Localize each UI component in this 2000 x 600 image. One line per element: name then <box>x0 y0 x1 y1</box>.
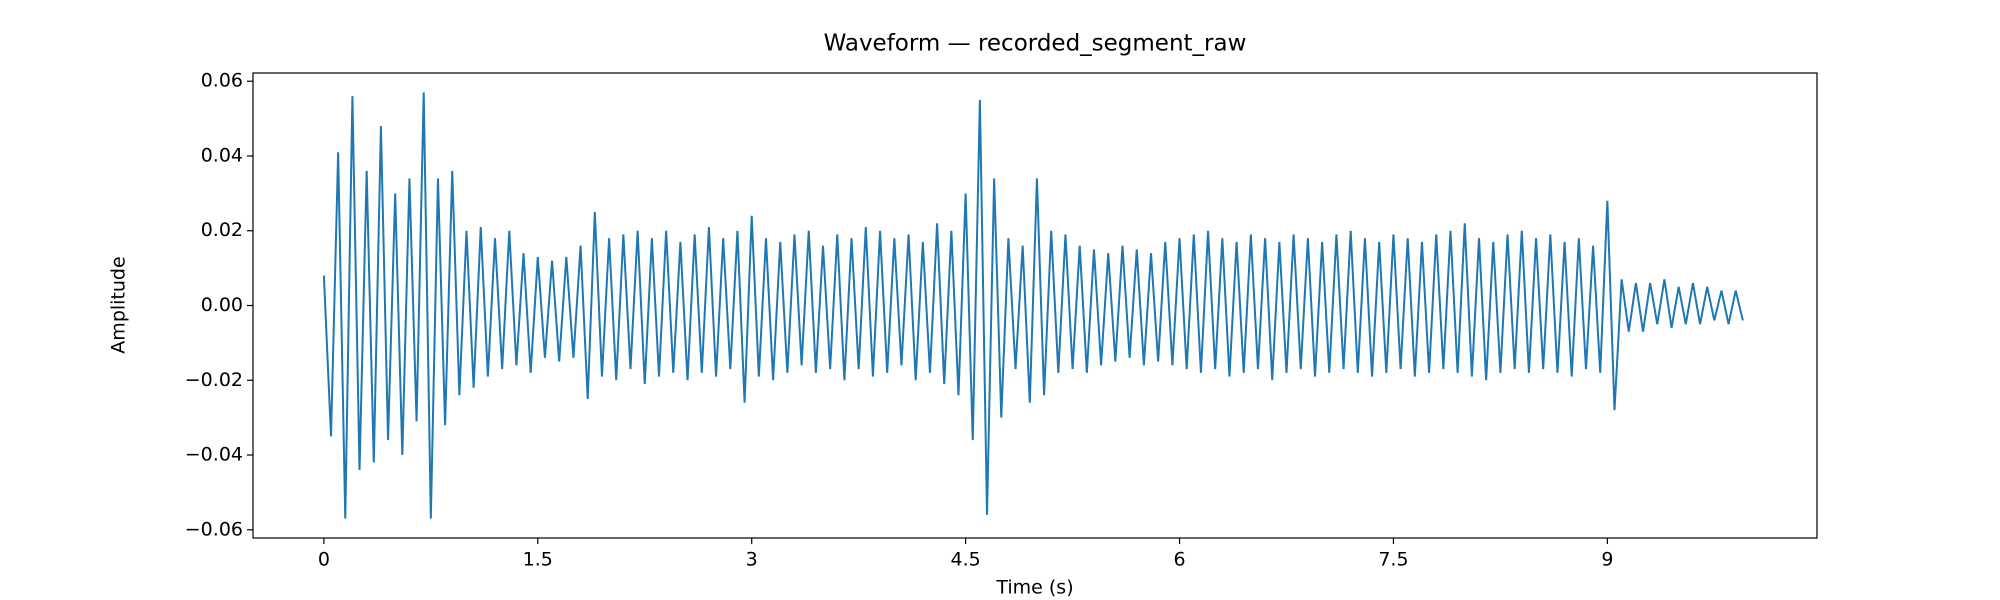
x-tick-label: 1.5 <box>523 549 553 571</box>
y-tick-label: 0.06 <box>201 70 243 92</box>
plot-frame <box>252 72 1818 539</box>
x-tick-label: 0 <box>318 549 330 571</box>
x-tick-label: 3 <box>746 549 758 571</box>
x-axis-label: Time (s) <box>995 577 1073 599</box>
y-tick-label: −0.06 <box>185 518 243 540</box>
y-tick-label: 0.04 <box>201 144 243 166</box>
x-tick-label: 7.5 <box>1378 549 1408 571</box>
x-tick-label: 6 <box>1173 549 1185 571</box>
y-tick-label: 0.02 <box>201 219 243 241</box>
y-tick-label: −0.04 <box>185 444 243 466</box>
x-tick-label: 9 <box>1601 549 1613 571</box>
y-tick-label: −0.02 <box>185 369 243 391</box>
chart-title: Waveform — recorded_segment_raw <box>824 31 1247 57</box>
waveform-line <box>322 92 1744 519</box>
x-tick-label: 4.5 <box>951 549 981 571</box>
y-axis-label: Amplitude <box>108 256 130 353</box>
y-tick-label: 0.00 <box>201 294 243 316</box>
